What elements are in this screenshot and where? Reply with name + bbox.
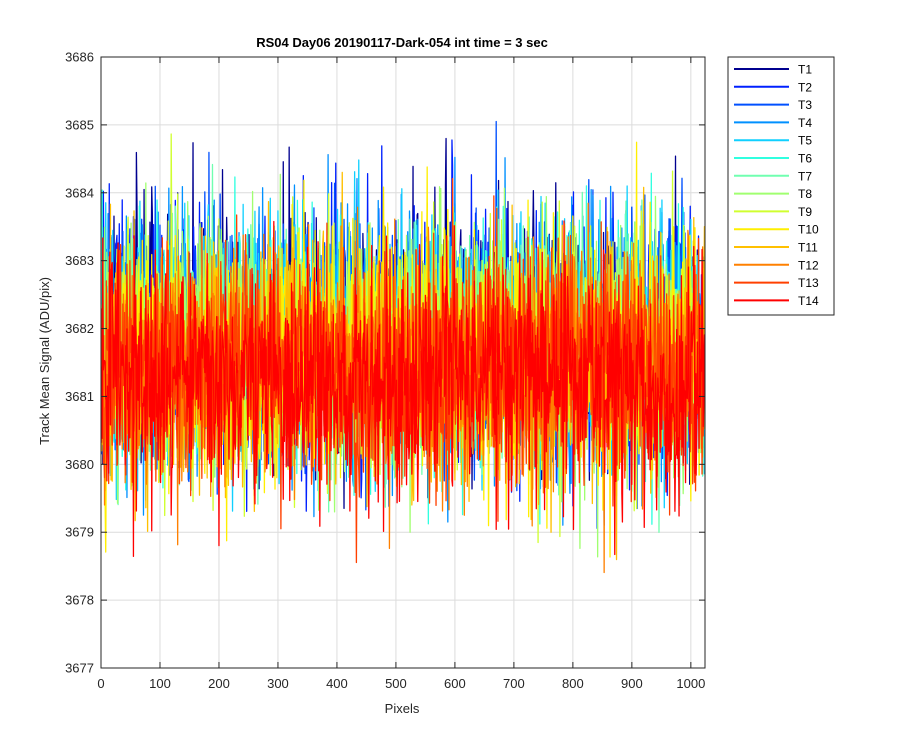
legend-label: T2 [798,80,812,94]
x-tick-label: 800 [562,676,584,691]
legend-label: T14 [798,294,819,308]
legend-item-t5: T5 [734,134,812,148]
y-tick-label: 3682 [65,321,94,336]
legend-label: T8 [798,187,812,201]
y-axis-label: Track Mean Signal (ADU/pix) [37,277,52,445]
x-tick-label: 500 [385,676,407,691]
legend-item-t3: T3 [734,98,812,112]
legend-label: T10 [798,223,819,237]
y-tick-label: 3678 [65,593,94,608]
x-tick-label: 700 [503,676,525,691]
y-tick-label: 3685 [65,117,94,132]
series-line-t14 [101,220,705,558]
x-tick-label: 100 [149,676,171,691]
axis-ticks: 0 100 200 300 400 500 600 700 800 900 1000 3677 3678… [65,50,705,692]
legend: T1 T2 T3 T4 T5 T6 T7 T8 T9 T10 T11 T12 T13 T14 [727,56,835,316]
x-axis-label: Pixels [385,701,420,716]
legend-item-t2: T2 [734,80,812,94]
y-tick-label: 3679 [65,525,94,540]
x-tick-label: 400 [326,676,348,691]
y-tick-label: 3683 [65,253,94,268]
legend-item-t1: T1 [734,63,812,77]
legend-item-t7: T7 [734,169,812,183]
x-tick-label: 600 [444,676,466,691]
y-tick-label: 3684 [65,185,94,200]
x-tick-label: 1000 [676,676,705,691]
legend-item-t9: T9 [734,205,812,219]
plot-series [101,120,705,574]
y-tick-label: 3681 [65,389,94,404]
y-tick-label: 3686 [65,50,94,65]
legend-label: T6 [798,152,812,166]
legend-item-t12: T12 [734,258,819,272]
x-tick-label: 0 [97,676,104,691]
legend-label: T13 [798,276,819,290]
legend-item-t11: T11 [734,241,818,255]
legend-label: T11 [798,241,818,255]
legend-label: T1 [798,63,812,77]
legend-label: T3 [798,98,812,112]
legend-item-t8: T8 [734,187,812,201]
legend-label: T7 [798,169,812,183]
legend-label: T9 [798,205,812,219]
chart-title: RS04 Day06 20190117-Dark-054 int time = … [256,35,548,50]
legend-label: T4 [798,116,812,130]
legend-box [727,56,835,316]
legend-item-t13: T13 [734,276,819,290]
axes-box [100,56,706,669]
y-tick-label: 3680 [65,457,94,472]
x-tick-label: 200 [208,676,230,691]
x-tick-label: 900 [621,676,643,691]
legend-item-t4: T4 [734,116,812,130]
legend-item-t6: T6 [734,152,812,166]
legend-label: T5 [798,134,812,148]
x-tick-label: 300 [267,676,289,691]
y-tick-label: 3677 [65,661,94,676]
legend-label: T12 [798,258,819,272]
legend-item-t14: T14 [734,294,819,308]
legend-item-t10: T10 [734,223,819,237]
